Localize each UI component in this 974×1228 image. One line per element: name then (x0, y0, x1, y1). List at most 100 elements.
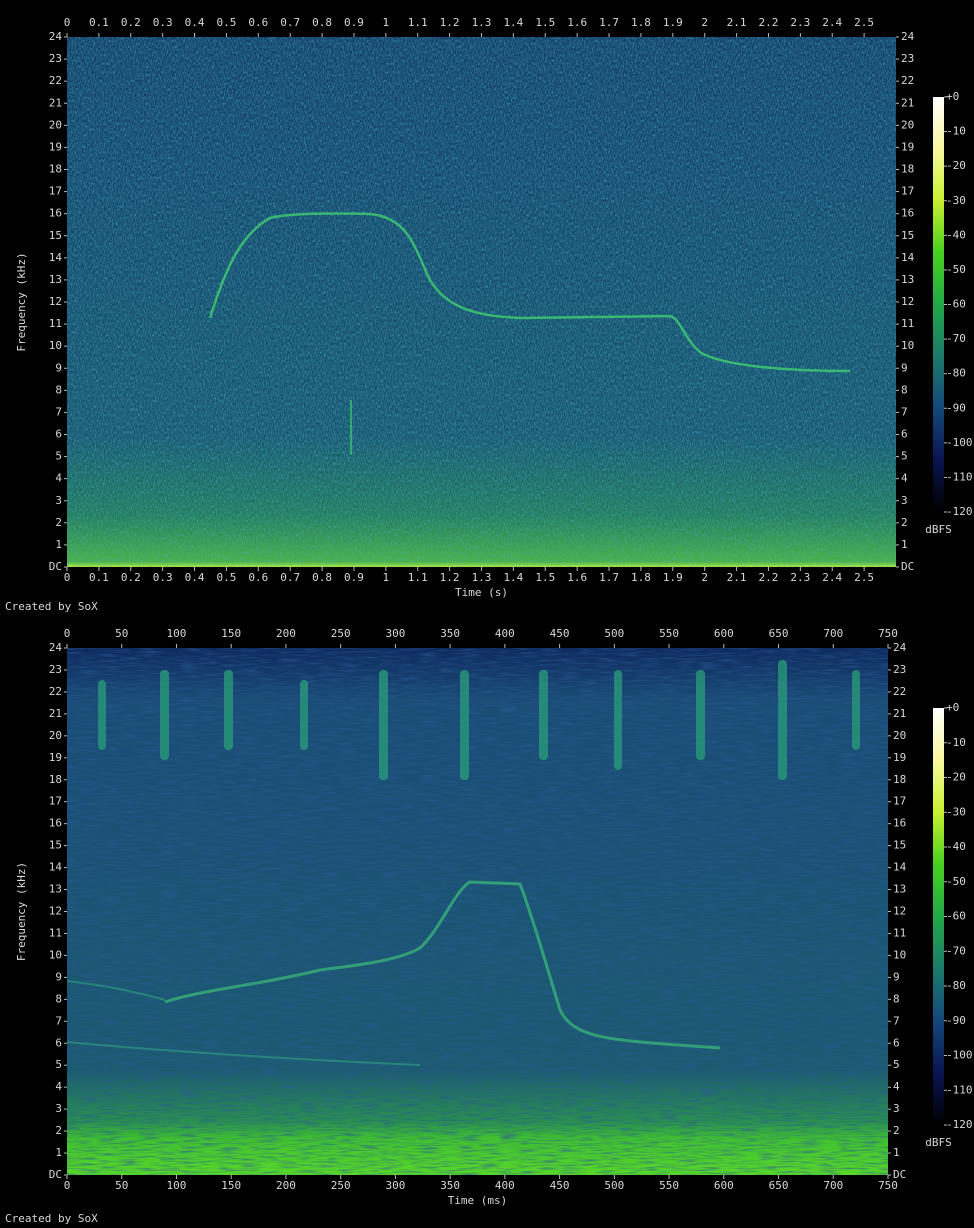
colorbar-tick-label: -100 (946, 1049, 973, 1062)
colorbar-tick-label: -30 (946, 805, 966, 818)
y-tick-label: 21 (49, 96, 62, 109)
x-tick-label-top: 0.6 (248, 16, 268, 29)
colorbar-tick-label: -40 (946, 228, 966, 241)
y-tick-label: 12 (49, 295, 62, 308)
y-tick-label: 9 (55, 361, 62, 374)
y-tick-label-right: 4 (893, 1080, 900, 1093)
y-tick-label: 8 (55, 383, 62, 396)
y-tick-label: 16 (49, 207, 62, 220)
colorbar-tick-label: -20 (946, 159, 966, 172)
x-tick-label: 2.4 (822, 571, 842, 584)
y-tick-label: 1 (55, 1146, 62, 1159)
x-tick-label: 1.2 (440, 571, 460, 584)
x-tick-label: 50 (115, 1179, 128, 1192)
x-axis-label: Time (ms) (448, 1194, 508, 1207)
colorbar-tick-label: -80 (946, 367, 966, 380)
y-tick-label-right: 4 (901, 472, 908, 485)
x-tick-label-top: 150 (221, 627, 241, 640)
colorbar-tick-label: -90 (946, 1014, 966, 1027)
x-tick-label: 0.4 (185, 571, 205, 584)
x-tick-label-top: 250 (331, 627, 351, 640)
x-tick-label-top: 2.2 (759, 16, 779, 29)
x-tick-label-top: 50 (115, 627, 128, 640)
x-tick-label-top: 0.4 (185, 16, 205, 29)
y-tick-label: 19 (49, 140, 62, 153)
y-tick-label: 22 (49, 685, 62, 698)
y-tick-label: 8 (55, 992, 62, 1005)
y-tick-label-right: 20 (893, 729, 906, 742)
y-tick-label: 23 (49, 663, 62, 676)
y-tick-label: 7 (55, 1014, 62, 1027)
x-tick-label-top: 2.1 (727, 16, 747, 29)
y-tick-label: 21 (49, 707, 62, 720)
colorbar-tick-label: -80 (946, 979, 966, 992)
x-tick-label-top: 0.8 (312, 16, 332, 29)
x-tick-label-top: 0.7 (280, 16, 300, 29)
x-tick-label-top: 1.7 (599, 16, 619, 29)
x-tick-label-top: 600 (714, 627, 734, 640)
x-tick-label: 1.7 (599, 571, 619, 584)
y-tick-label-right: 14 (901, 251, 915, 264)
y-tick-label: 5 (55, 450, 62, 463)
y-tick-label-right: 9 (901, 361, 908, 374)
y-tick-label: 3 (55, 1102, 62, 1115)
x-tick-label: 200 (276, 1179, 296, 1192)
y-tick-label-right: 24 (901, 30, 915, 43)
colorbar-tick-label: -50 (946, 263, 966, 276)
x-tick-label: 0.6 (248, 571, 268, 584)
x-tick-label: 100 (167, 1179, 187, 1192)
y-tick-label-right: 19 (893, 751, 906, 764)
y-tick-label: 1 (55, 538, 62, 551)
y-tick-label: 15 (49, 229, 62, 242)
colorbar-tick-label: -100 (946, 436, 973, 449)
y-tick-label: 19 (49, 751, 62, 764)
y-tick-label-right: 24 (893, 641, 907, 654)
y-tick-label: 18 (49, 773, 62, 786)
y-tick-label: 24 (49, 30, 63, 43)
colorbar-tick-label: -90 (946, 401, 966, 414)
x-tick-label: 1.3 (472, 571, 492, 584)
x-tick-label: 650 (769, 1179, 789, 1192)
x-tick-label-top: 2 (701, 16, 708, 29)
y-tick-label: 2 (55, 516, 62, 529)
colorbar-tick-label: -10 (946, 125, 966, 138)
colorbar-label: dBFS (925, 523, 952, 536)
x-tick-label: 0.1 (89, 571, 109, 584)
y-tick-label: 20 (49, 118, 62, 131)
y-tick-label-right: 8 (901, 383, 908, 396)
y-tick-label-right: 9 (893, 970, 900, 983)
x-tick-label-top: 650 (769, 627, 789, 640)
y-tick-label: 7 (55, 405, 62, 418)
colorbar-tick-label: -60 (946, 298, 966, 311)
y-tick-label-right: 5 (901, 450, 908, 463)
y-tick-label-right: 23 (901, 52, 914, 65)
y-tick-label: 18 (49, 163, 62, 176)
x-tick-label: 2.2 (759, 571, 779, 584)
x-tick-label-top: 2.5 (854, 16, 874, 29)
y-tick-label-right: 1 (893, 1146, 900, 1159)
y-tick-label: 11 (49, 926, 62, 939)
x-tick-label-top: 1.9 (663, 16, 683, 29)
y-tick-label: DC (49, 1168, 62, 1181)
y-tick-label-right: 17 (893, 795, 906, 808)
x-tick-label: 550 (659, 1179, 679, 1192)
colorbar (933, 97, 944, 512)
y-tick-label-right: DC (893, 1168, 906, 1181)
y-tick-label: DC (49, 560, 62, 573)
y-tick-label-right: 11 (893, 926, 906, 939)
y-tick-label: 4 (55, 472, 62, 485)
y-tick-label-right: 19 (901, 140, 914, 153)
x-tick-label-top: 1.2 (440, 16, 460, 29)
x-tick-label: 1.8 (631, 571, 651, 584)
y-tick-label: 10 (49, 339, 62, 352)
x-tick-label: 0.8 (312, 571, 332, 584)
spectrogram-texture (67, 37, 896, 567)
colorbar-tick-label: -110 (946, 470, 973, 483)
y-tick-label-right: 22 (901, 74, 914, 87)
y-tick-label-right: 15 (893, 839, 906, 852)
y-tick-label: 22 (49, 74, 62, 87)
y-tick-label: 5 (55, 1058, 62, 1071)
x-tick-label-top: 750 (878, 627, 898, 640)
y-tick-label-right: 13 (893, 883, 906, 896)
y-tick-label: 9 (55, 970, 62, 983)
